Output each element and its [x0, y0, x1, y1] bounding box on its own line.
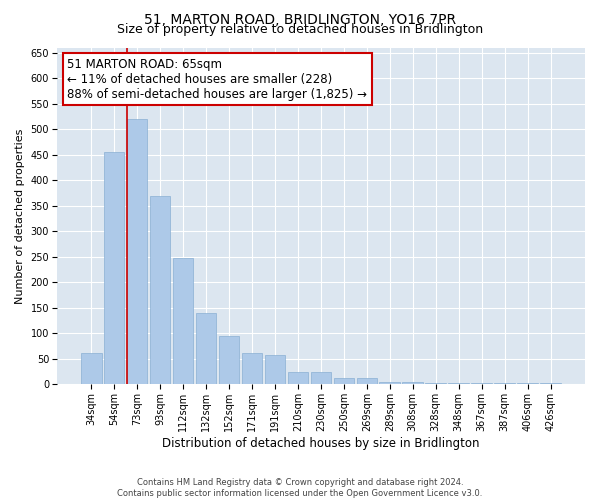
- Text: 51, MARTON ROAD, BRIDLINGTON, YO16 7PR: 51, MARTON ROAD, BRIDLINGTON, YO16 7PR: [144, 12, 456, 26]
- Bar: [81, 353, 101, 384]
- X-axis label: Distribution of detached houses by size in Bridlington: Distribution of detached houses by size …: [162, 437, 479, 450]
- Bar: [196, 313, 217, 384]
- Bar: [242, 353, 262, 384]
- Bar: [311, 372, 331, 384]
- Bar: [379, 382, 400, 384]
- Bar: [127, 119, 148, 384]
- Bar: [448, 383, 469, 384]
- Bar: [150, 196, 170, 384]
- Text: Contains HM Land Registry data © Crown copyright and database right 2024.
Contai: Contains HM Land Registry data © Crown c…: [118, 478, 482, 498]
- Bar: [218, 336, 239, 384]
- Y-axis label: Number of detached properties: Number of detached properties: [15, 128, 25, 304]
- Bar: [403, 382, 423, 384]
- Bar: [173, 258, 193, 384]
- Bar: [425, 383, 446, 384]
- Bar: [334, 378, 354, 384]
- Text: 51 MARTON ROAD: 65sqm
← 11% of detached houses are smaller (228)
88% of semi-det: 51 MARTON ROAD: 65sqm ← 11% of detached …: [67, 58, 367, 100]
- Bar: [356, 378, 377, 384]
- Text: Size of property relative to detached houses in Bridlington: Size of property relative to detached ho…: [117, 22, 483, 36]
- Bar: [104, 152, 124, 384]
- Bar: [265, 355, 285, 384]
- Bar: [287, 372, 308, 384]
